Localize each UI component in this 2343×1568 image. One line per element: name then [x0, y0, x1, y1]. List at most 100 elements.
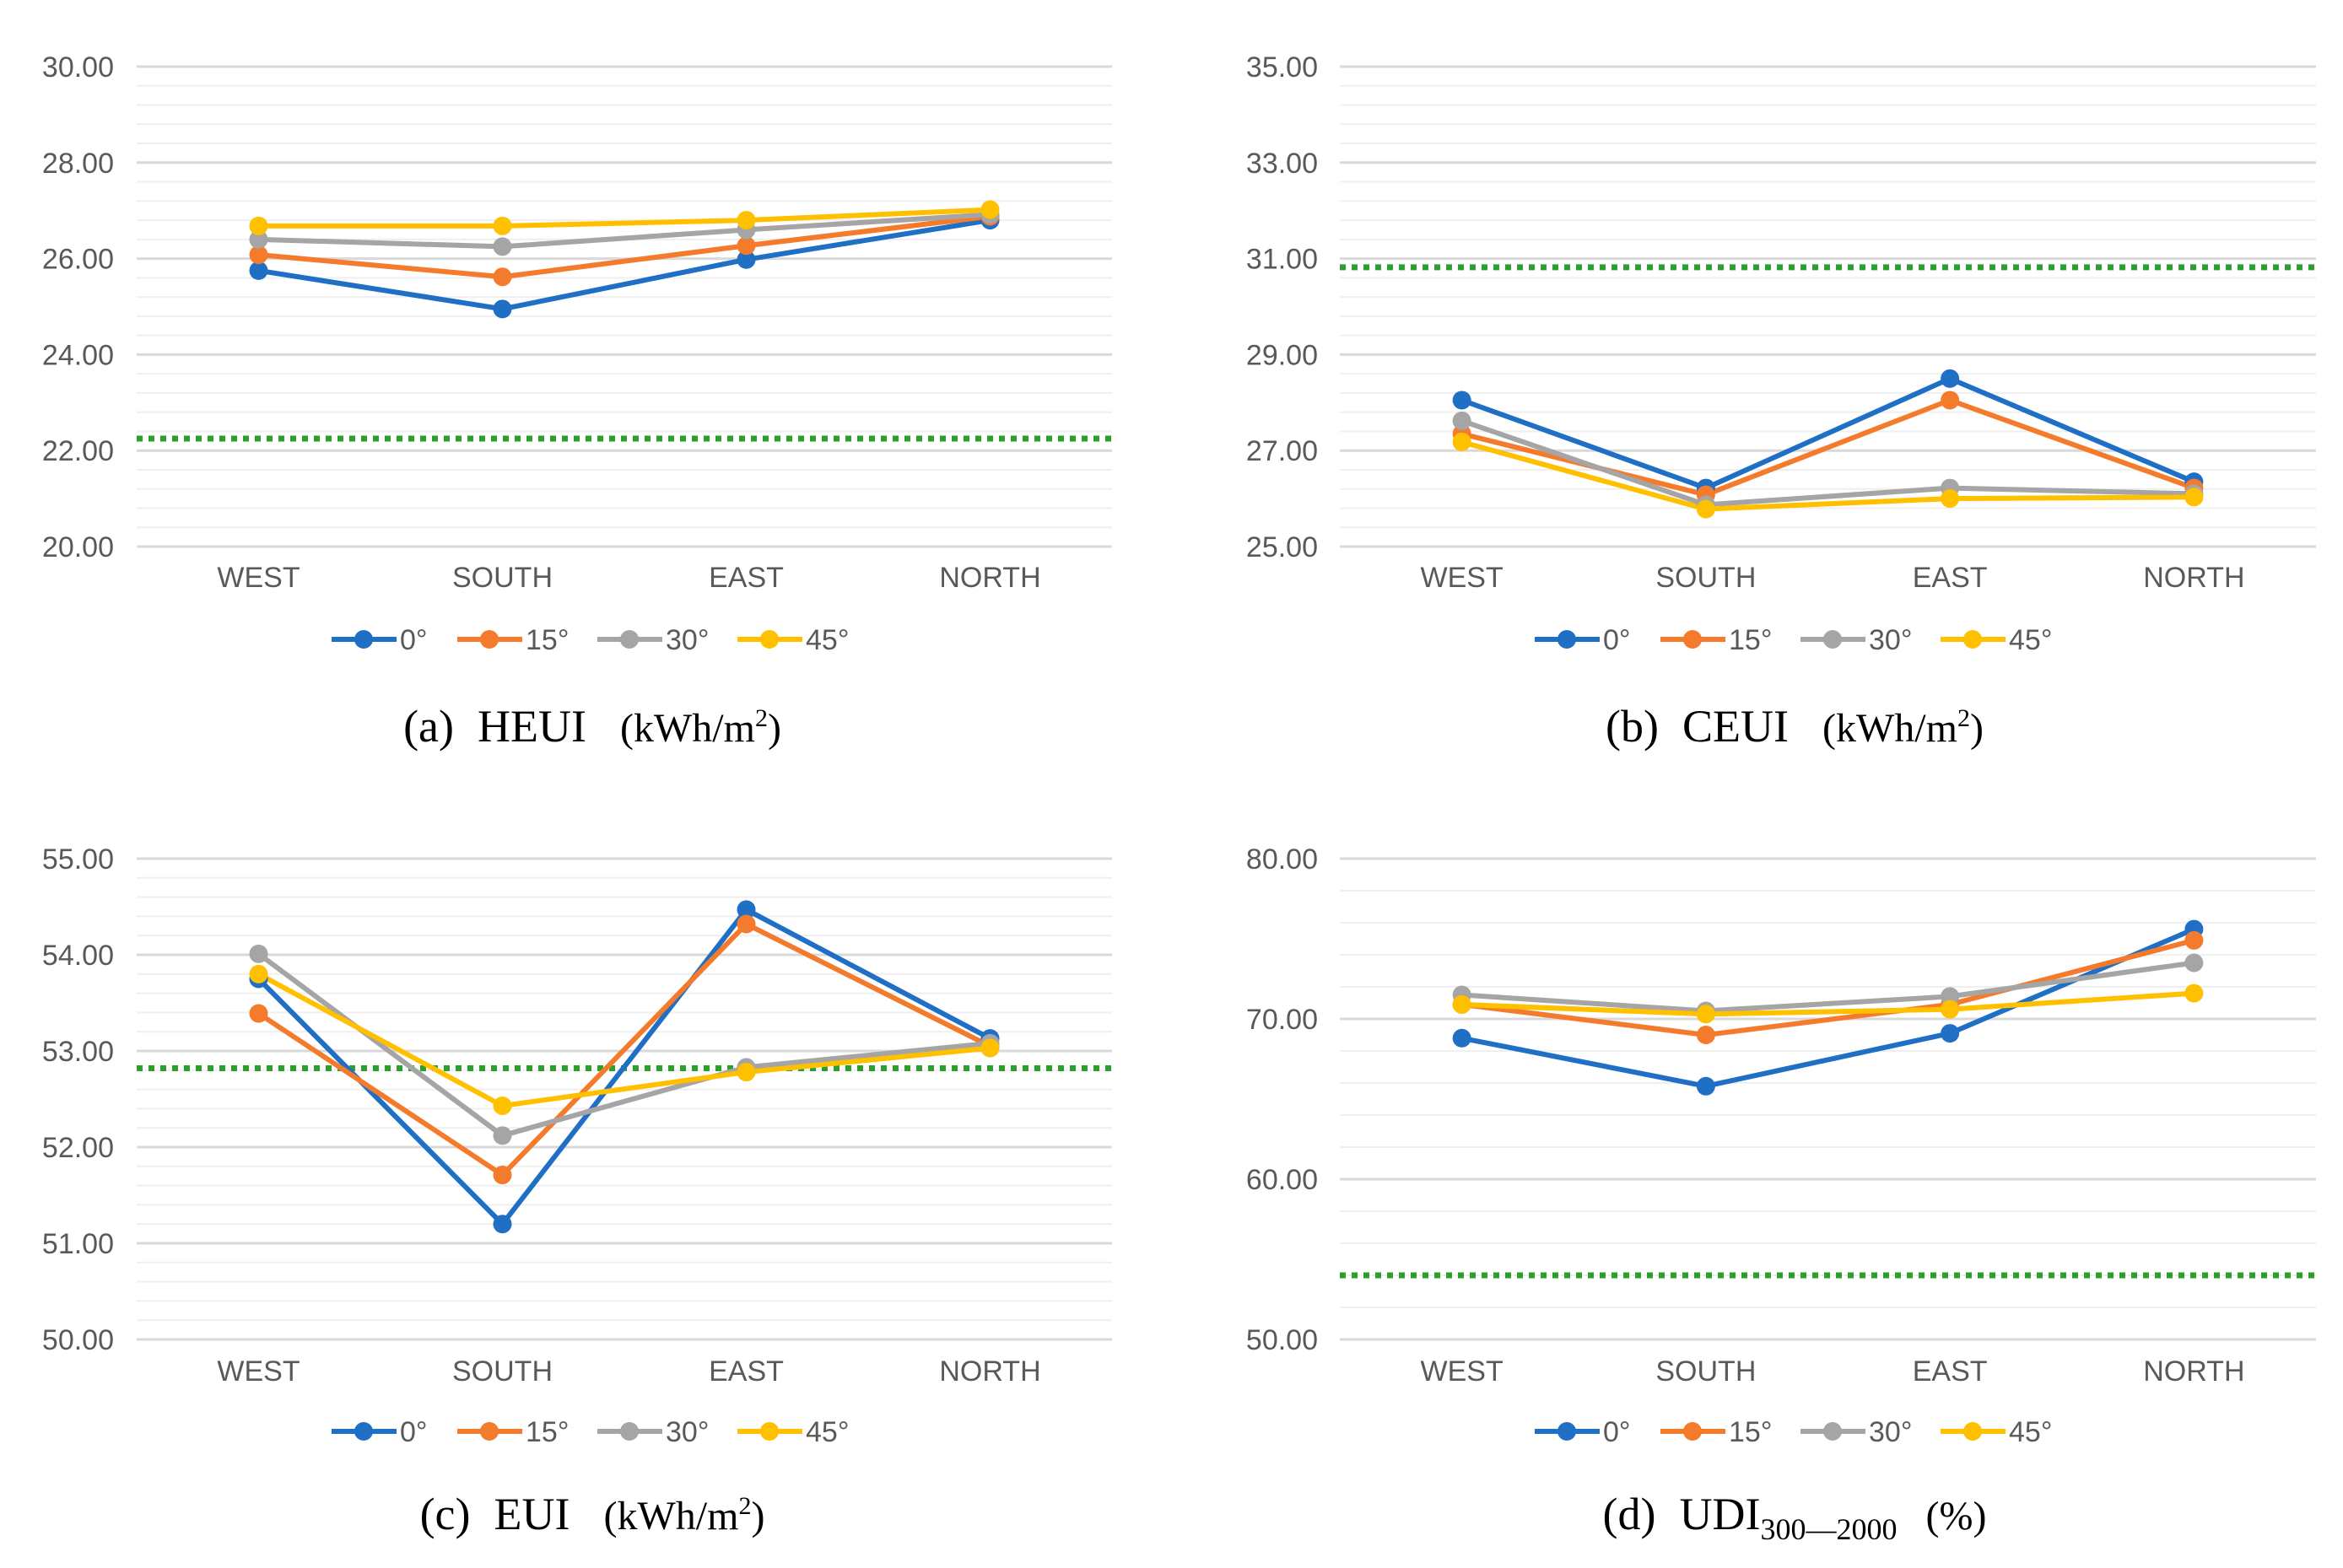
heui-point-0deg-south [493, 299, 512, 319]
eui-plot-area: 50.00 51.00 52.00 53.00 54.00 55.00 WEST SOUTH E… [42, 843, 1112, 1387]
udi-point-15deg-south [1696, 1026, 1715, 1044]
heui-point-30deg-south [493, 237, 512, 256]
heui-point-15deg-west [249, 245, 268, 265]
legend-label-15deg: 15° [526, 624, 569, 656]
udi-caption-name: UDI [1680, 1489, 1761, 1539]
udi-point-30deg-north [2184, 953, 2204, 973]
ceui-point-45deg-east [1941, 489, 1960, 509]
legend-item-0deg: 0° [1535, 1416, 1631, 1448]
ceui-legend: 0° 15° 30° 45° [1535, 624, 2052, 656]
ceui-x-category-label-west: WEST [1421, 562, 1504, 594]
eui-legend: 0° 15° 30° 45° [332, 1416, 849, 1448]
heui-y-tick-label: 30.00 [42, 51, 114, 84]
heui-point-45deg-north [980, 200, 1000, 219]
legend-item-0deg: 0° [332, 624, 428, 656]
ceui-series-line-0deg [1460, 375, 2195, 491]
ceui-y-tick-label: 29.00 [1246, 339, 1318, 371]
ceui-point-0deg-east [1941, 369, 1960, 388]
legend-label-30deg: 30° [1869, 624, 1912, 656]
legend-item-30deg: 30° [1800, 1416, 1912, 1448]
legend-item-45deg: 45° [1941, 624, 2052, 656]
eui-caption: (c) EUI (kWh/m2) [420, 1489, 765, 1539]
udi-point-0deg-south [1696, 1076, 1715, 1096]
legend-marker-30deg [1823, 630, 1842, 649]
ceui-caption-name: CEUI [1682, 701, 1789, 752]
legend-marker-0deg [1558, 1422, 1576, 1441]
eui-x-category-label-north: NORTH [939, 1355, 1040, 1387]
heui-caption-prefix: (a) [403, 701, 454, 752]
heui-x-category-label-north: NORTH [939, 562, 1040, 594]
heui-caption: (a) HEUI (kWh/m2) [403, 701, 781, 752]
eui-point-45deg-south [493, 1096, 512, 1115]
eui-point-15deg-east [737, 914, 756, 934]
udi-series-line-15deg [1461, 937, 2195, 1037]
ceui-point-15deg-east [1941, 391, 1960, 410]
legend-marker-15deg [1683, 630, 1702, 649]
eui-point-0deg-south [493, 1215, 512, 1234]
eui-series-line-45deg [257, 972, 991, 1108]
udi-x-category-label-north: NORTH [2143, 1355, 2244, 1387]
panel-eui: 50.00 51.00 52.00 53.00 54.00 55.00 WEST SOUTH E… [42, 843, 1112, 1539]
panel-ceui: 25.00 27.00 29.00 31.00 33.00 35.00 WEST SOUTH E… [1246, 51, 2316, 752]
ceui-series-line-45deg [1460, 439, 2195, 512]
heui-point-30deg-west [249, 229, 268, 249]
legend-item-0deg: 0° [1535, 624, 1631, 656]
legend-marker-15deg [480, 1422, 499, 1441]
eui-caption-unit-close: ) [751, 1494, 764, 1538]
udi-x-category-label-south: SOUTH [1655, 1355, 1756, 1387]
udi-caption-subscript: 300—2000 [1761, 1512, 1898, 1546]
eui-y-tick-label: 54.00 [42, 940, 114, 972]
udi-point-0deg-west [1452, 1028, 1471, 1048]
heui-x-category-label-east: EAST [709, 562, 784, 594]
heui-series-line-15deg [258, 213, 991, 280]
eui-caption-unit-sup: 2 [738, 1492, 751, 1520]
eui-y-tick-label: 55.00 [42, 843, 114, 876]
udi-point-45deg-east [1941, 1000, 1960, 1019]
panel-udi: 50.00 60.00 70.00 80.00 WEST SOUTH EAST NORTH 0… [1246, 843, 2316, 1546]
eui-x-category-label-west: WEST [217, 1355, 300, 1387]
legend-item-15deg: 15° [457, 1416, 569, 1448]
ceui-caption: (b) CEUI (kWh/m2) [1606, 701, 1984, 752]
heui-point-15deg-south [493, 267, 512, 287]
legend-label-45deg: 45° [2009, 1416, 2052, 1448]
heui-point-45deg-east [737, 211, 756, 230]
legend-marker-30deg [620, 630, 639, 649]
eui-point-15deg-west [249, 1004, 268, 1023]
eui-y-tick-label: 52.00 [42, 1132, 114, 1164]
ceui-x-category-label-east: EAST [1913, 562, 1988, 594]
udi-series-line-45deg [1461, 990, 2195, 1017]
udi-legend: 0° 15° 30° 45° [1535, 1416, 2052, 1448]
udi-series-line-30deg [1461, 960, 2195, 1014]
legend-item-45deg: 45° [737, 1416, 849, 1448]
udi-caption-prefix: (d) [1603, 1489, 1656, 1539]
heui-series-line-0deg [258, 218, 991, 312]
legend-label-45deg: 45° [2009, 624, 2052, 656]
heui-caption-unit: (kWh/m [620, 706, 755, 751]
heui-x-category-label-west: WEST [217, 562, 300, 594]
heui-point-15deg-east [737, 236, 756, 256]
legend-marker-30deg [620, 1422, 639, 1441]
ceui-y-tick-label: 25.00 [1246, 531, 1318, 563]
heui-series-line-45deg [258, 207, 991, 229]
ceui-x-category-label-south: SOUTH [1655, 562, 1756, 594]
heui-point-45deg-south [493, 216, 512, 235]
heui-y-tick-label: 26.00 [42, 244, 114, 276]
legend-label-30deg: 30° [666, 1416, 709, 1448]
ceui-point-0deg-west [1452, 391, 1471, 410]
legend-item-45deg: 45° [737, 624, 849, 656]
ceui-series-line-30deg [1460, 418, 2195, 508]
heui-x-category-label-south: SOUTH [452, 562, 553, 594]
udi-point-15deg-north [2184, 930, 2204, 950]
udi-point-30deg-east [1941, 987, 1960, 1006]
ceui-caption-prefix: (b) [1606, 701, 1659, 752]
ceui-point-45deg-north [2184, 488, 2204, 507]
udi-x-category-label-east: EAST [1913, 1355, 1988, 1387]
ceui-y-tick-label: 27.00 [1246, 435, 1318, 467]
udi-point-45deg-north [2184, 983, 2204, 1003]
legend-label-30deg: 30° [666, 624, 709, 656]
eui-point-30deg-west [249, 944, 268, 963]
udi-x-category-label-west: WEST [1421, 1355, 1504, 1387]
heui-y-tick-label: 20.00 [42, 531, 114, 563]
ceui-point-45deg-west [1452, 432, 1471, 451]
heui-y-tick-label: 24.00 [42, 339, 114, 371]
